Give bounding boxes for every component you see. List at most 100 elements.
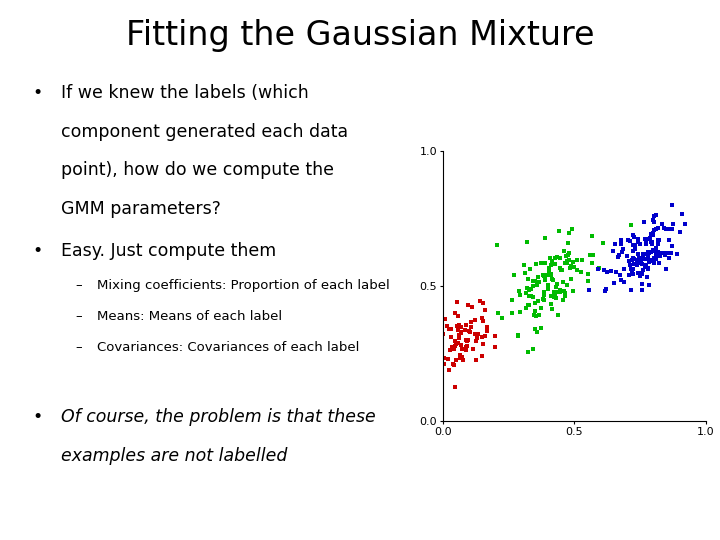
Point [564, 274, 576, 283]
Point [539, 287, 550, 296]
Point [449, 309, 461, 318]
Point [662, 254, 674, 262]
Point [530, 312, 541, 320]
Point [615, 271, 626, 280]
Point [549, 260, 561, 268]
Point [553, 227, 564, 235]
Point [444, 325, 455, 334]
Point [626, 269, 638, 278]
Point [650, 211, 662, 219]
Point [640, 240, 652, 248]
Point [639, 263, 651, 272]
Point [456, 353, 467, 361]
Point [539, 271, 550, 280]
Point [521, 303, 532, 312]
Point [652, 224, 664, 233]
Point [489, 342, 500, 351]
Point [634, 240, 646, 249]
Point [448, 345, 459, 353]
Point [567, 286, 579, 295]
Point [530, 259, 541, 268]
Point [564, 248, 575, 257]
Point [676, 210, 688, 219]
Point [631, 261, 642, 269]
Point [551, 282, 562, 291]
Point [466, 322, 477, 331]
Point [558, 287, 570, 296]
Point [455, 327, 467, 336]
Point [549, 288, 560, 296]
Point [456, 344, 467, 353]
Point [658, 224, 670, 233]
Point [471, 334, 482, 342]
Point [551, 293, 562, 302]
Point [587, 251, 598, 259]
Point [537, 294, 549, 303]
Point [627, 254, 639, 262]
Point [457, 356, 469, 364]
Point [618, 265, 629, 273]
Point [598, 266, 610, 274]
Text: •: • [32, 408, 42, 426]
Point [615, 276, 626, 285]
Point [623, 256, 634, 265]
Point [599, 287, 611, 296]
Point [634, 259, 646, 267]
Text: Fitting the Gaussian Mixture: Fitting the Gaussian Mixture [126, 19, 594, 52]
Point [447, 359, 459, 368]
Point [632, 269, 644, 278]
Text: examples are not labelled: examples are not labelled [61, 447, 287, 464]
Point [642, 265, 654, 274]
Point [544, 263, 555, 272]
Point [646, 239, 657, 248]
Point [545, 300, 557, 308]
Point [593, 265, 604, 274]
Text: –: – [76, 310, 82, 323]
Point [562, 239, 574, 248]
Point [449, 383, 460, 391]
Point [539, 275, 551, 284]
Point [451, 298, 463, 306]
Point [531, 281, 542, 289]
Point [593, 263, 605, 272]
Point [559, 288, 571, 297]
Point [542, 285, 554, 293]
Point [539, 234, 551, 243]
Point [635, 258, 647, 267]
Point [568, 263, 580, 272]
Point [627, 246, 639, 255]
Point [609, 239, 621, 248]
Point [528, 310, 540, 319]
Point [616, 236, 627, 245]
Point [636, 280, 648, 289]
Point [552, 280, 563, 288]
Point [456, 341, 467, 350]
Point [544, 253, 556, 262]
Point [535, 303, 546, 312]
Point [558, 247, 570, 255]
Point [565, 261, 577, 270]
Text: GMM parameters?: GMM parameters? [61, 200, 221, 218]
Point [513, 286, 524, 295]
Point [632, 234, 644, 243]
Point [623, 235, 634, 244]
Point [449, 343, 460, 352]
Point [582, 270, 594, 279]
Text: Covariances: Covariances of each label: Covariances: Covariances of each label [97, 341, 359, 354]
Point [646, 238, 657, 247]
Point [446, 343, 457, 352]
Point [660, 251, 671, 259]
Point [600, 285, 612, 293]
Point [635, 258, 647, 267]
Text: component generated each data: component generated each data [61, 123, 348, 140]
Point [477, 351, 488, 360]
Point [434, 340, 446, 348]
Point [466, 318, 477, 327]
Point [492, 308, 503, 317]
Point [562, 280, 573, 289]
Point [539, 259, 551, 267]
Point [460, 321, 472, 329]
Point [664, 235, 675, 244]
Point [456, 322, 467, 331]
Point [449, 342, 460, 350]
